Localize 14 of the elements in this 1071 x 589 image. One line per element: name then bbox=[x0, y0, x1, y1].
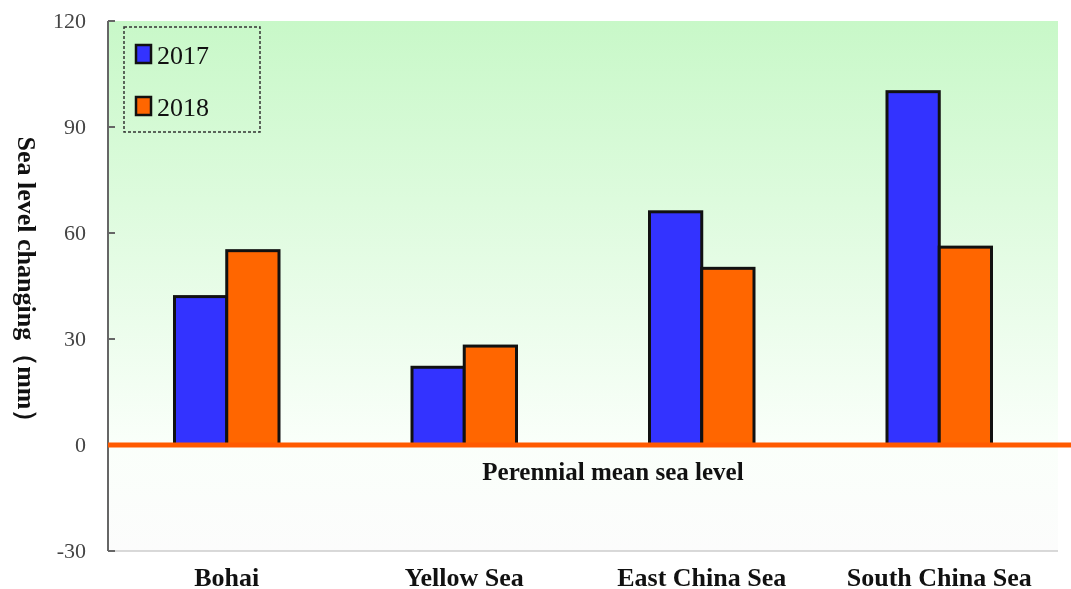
ref-line-label: Perennial mean sea level bbox=[482, 458, 744, 485]
y-tick-label: -30 bbox=[56, 538, 86, 563]
x-tick-label: East China Sea bbox=[617, 563, 787, 589]
y-tick-label: 0 bbox=[75, 432, 86, 457]
legend-label: 2018 bbox=[157, 93, 209, 122]
y-axis-title: Sea level changing（mm） bbox=[12, 136, 41, 436]
x-tick-label: Yellow Sea bbox=[404, 563, 524, 589]
y-tick-label: 30 bbox=[64, 326, 86, 351]
x-tick-label: South China Sea bbox=[846, 563, 1032, 589]
y-tick-label: 90 bbox=[64, 114, 86, 139]
y-tick-label: 60 bbox=[64, 220, 86, 245]
legend-label: 2017 bbox=[157, 41, 209, 70]
x-tick-label: Bohai bbox=[194, 563, 260, 589]
y-tick-label: 120 bbox=[53, 8, 86, 33]
